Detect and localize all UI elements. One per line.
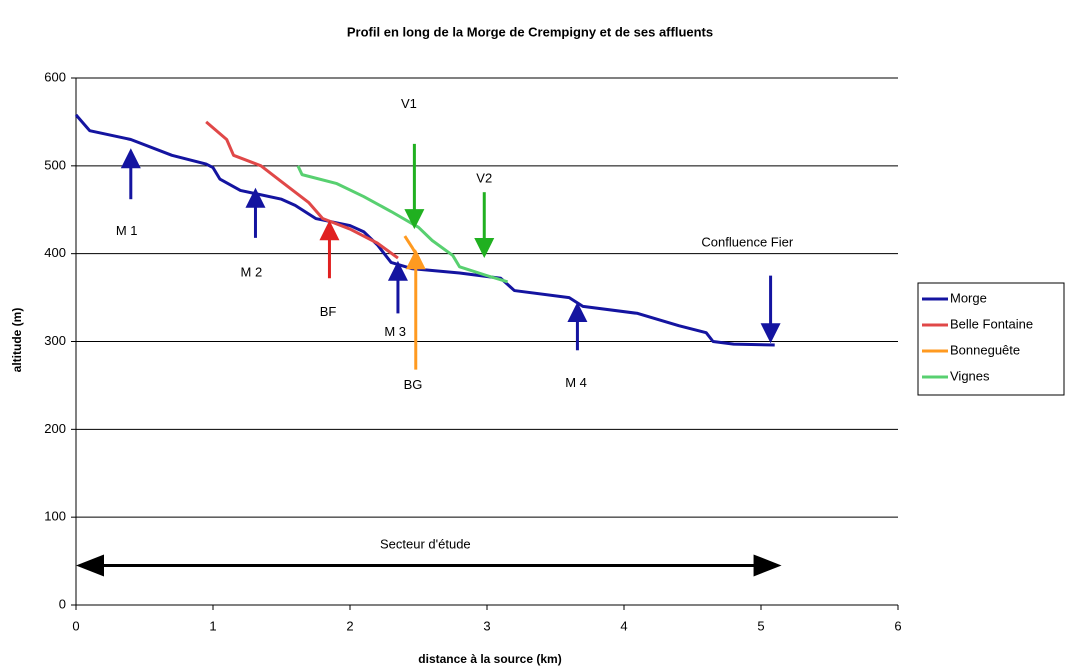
series-line xyxy=(74,113,775,347)
x-tick-label: 2 xyxy=(346,618,353,633)
legend-label: Belle Fontaine xyxy=(950,316,1033,331)
series-line xyxy=(205,120,399,260)
y-tick-label: 400 xyxy=(44,245,66,260)
x-tick-label: 4 xyxy=(620,618,627,633)
annotation-label: M 3 xyxy=(384,324,406,339)
annotation-arrow-head xyxy=(319,220,340,241)
annotation-arrow-head xyxy=(245,187,266,208)
y-tick-label: 200 xyxy=(44,421,66,436)
annotation-label: M 2 xyxy=(241,264,263,279)
annotation-arrow-head xyxy=(760,323,781,344)
legend-label: Morge xyxy=(950,290,987,305)
y-tick-label: 500 xyxy=(44,157,66,172)
x-tick-label: 5 xyxy=(757,618,764,633)
annotation-arrow-head xyxy=(120,148,141,169)
y-tick-label: 100 xyxy=(44,509,66,524)
series-line xyxy=(296,165,508,284)
y-axis-label: altitude (m) xyxy=(10,308,24,373)
x-tick-label: 1 xyxy=(209,618,216,633)
annotation-label: V1 xyxy=(401,96,417,111)
annotation-label: M 4 xyxy=(565,375,587,390)
span-arrow-head xyxy=(753,554,782,577)
annotation-label: BG xyxy=(404,377,423,392)
annotation-arrow-head xyxy=(567,301,588,322)
legend-label: Vignes xyxy=(950,368,990,383)
annotation-label: M 1 xyxy=(116,223,138,238)
y-tick-label: 0 xyxy=(59,596,66,611)
y-tick-label: 300 xyxy=(44,333,66,348)
y-tick-label: 600 xyxy=(44,69,66,84)
annotation-label: Confluence Fier xyxy=(701,235,793,250)
annotation-label: Secteur d'étude xyxy=(380,537,471,552)
chart-title: Profil en long de la Morge de Crempigny … xyxy=(347,24,713,39)
annotation-label: BF xyxy=(320,304,337,319)
annotation-label: V2 xyxy=(476,170,492,185)
annotation-arrow-head xyxy=(404,209,425,230)
x-axis-label: distance à la source (km) xyxy=(418,652,561,666)
annotation-arrow-head xyxy=(474,238,495,259)
x-tick-label: 3 xyxy=(483,618,490,633)
annotation-arrow-head xyxy=(405,249,426,270)
annotation-arrow-head xyxy=(387,260,408,281)
x-tick-label: 6 xyxy=(894,618,901,633)
span-arrow-head xyxy=(76,554,104,577)
x-tick-label: 0 xyxy=(72,618,79,633)
legend-label: Bonneguête xyxy=(950,342,1020,357)
